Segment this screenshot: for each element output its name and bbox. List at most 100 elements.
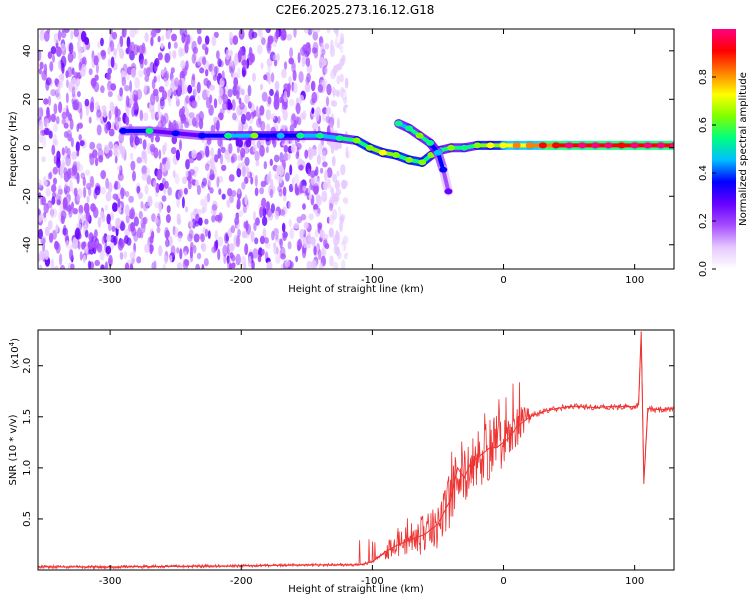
noise-speckle — [85, 211, 91, 222]
snr-y-tick-label: 1.5 — [22, 409, 33, 425]
noise-speckle — [76, 150, 80, 157]
noise-speckle — [287, 82, 291, 92]
spectrogram-y-ticks: -40 -20 0 20 40 — [22, 44, 674, 253]
noise-speckle — [96, 243, 103, 253]
noise-speckle — [217, 236, 224, 247]
noise-speckle — [211, 204, 218, 211]
noise-speckle — [269, 88, 274, 97]
spectrogram-x-axis-title: Height of straight line (km) — [288, 284, 424, 295]
noise-speckle — [108, 141, 113, 150]
noise-speckle — [295, 255, 298, 263]
noise-speckle — [138, 191, 142, 200]
noise-speckle — [313, 175, 318, 187]
colorbar-tick-label: 0.8 — [698, 69, 709, 85]
noise-speckle — [287, 241, 292, 250]
snr-frame — [37, 329, 675, 571]
noise-speckle — [288, 200, 292, 209]
noise-speckle — [302, 203, 306, 210]
noise-speckle — [339, 220, 343, 233]
noise-speckle — [201, 242, 207, 252]
snr-data-point — [483, 451, 485, 454]
noise-speckle — [311, 107, 315, 114]
noise-speckle — [107, 181, 113, 194]
noise-speckle — [262, 206, 267, 218]
noise-speckle — [196, 152, 203, 161]
noise-speckle — [292, 69, 297, 82]
noise-speckle — [337, 206, 341, 218]
noise-speckle — [256, 44, 263, 55]
noise-speckle — [123, 251, 128, 260]
noise-speckle — [265, 29, 270, 33]
spectrogram-y-tick-label: -20 — [22, 188, 33, 204]
main-trace-segment — [173, 131, 204, 138]
noise-speckle — [326, 83, 332, 96]
noise-speckle — [202, 177, 208, 187]
noise-speckle — [239, 102, 245, 110]
noise-speckle — [167, 89, 172, 97]
noise-speckle — [57, 185, 63, 197]
noise-speckle — [177, 231, 183, 239]
noise-speckle — [140, 217, 146, 229]
noise-speckle — [335, 188, 342, 196]
noise-speckle — [119, 48, 125, 59]
noise-speckle — [100, 37, 104, 47]
noise-speckle — [261, 197, 267, 209]
snr-data-point — [371, 561, 373, 563]
noise-speckle — [143, 112, 149, 122]
noise-speckle — [282, 186, 287, 197]
noise-speckle — [105, 191, 112, 202]
noise-speckle — [241, 181, 246, 190]
noise-speckle — [334, 179, 340, 190]
noise-speckle — [277, 116, 281, 124]
noise-speckle — [220, 153, 224, 165]
noise-speckle — [244, 243, 249, 256]
noise-speckle — [198, 150, 205, 159]
noise-speckle — [45, 79, 50, 91]
noise-speckle — [130, 160, 136, 171]
noise-speckle — [39, 195, 44, 206]
noise-speckle — [309, 170, 316, 178]
noise-speckle — [331, 100, 338, 107]
noise-speckle — [313, 245, 317, 256]
noise-speckle — [191, 179, 197, 186]
noise-speckle — [218, 188, 222, 196]
noise-speckle — [188, 169, 195, 176]
noise-speckle — [68, 133, 72, 142]
noise-speckle — [63, 167, 68, 176]
noise-speckle — [113, 183, 119, 190]
noise-speckle — [86, 195, 90, 204]
noise-speckle — [200, 233, 205, 243]
noise-speckle — [321, 42, 325, 53]
noise-speckle — [147, 197, 153, 207]
noise-speckle — [117, 182, 122, 190]
noise-speckle — [236, 146, 240, 154]
noise-speckle — [98, 155, 104, 163]
noise-speckle — [209, 187, 214, 194]
noise-speckle — [85, 107, 89, 116]
noise-speckle — [213, 98, 218, 109]
noise-speckle — [101, 236, 106, 245]
spectrogram-y-axis-title: Frequency (Hz) — [8, 111, 19, 187]
noise-speckle — [97, 41, 102, 48]
noise-speckle — [201, 264, 205, 269]
noise-speckle — [204, 35, 210, 45]
noise-speckle — [336, 117, 340, 129]
noise-speckle — [238, 97, 242, 105]
noise-speckle — [289, 124, 295, 133]
noise-speckle — [129, 41, 136, 53]
noise-speckle — [92, 149, 98, 159]
noise-speckle — [329, 45, 335, 58]
noise-speckle — [44, 226, 50, 237]
noise-speckle — [228, 59, 234, 67]
noise-speckle — [217, 58, 222, 68]
main-trace-point — [391, 152, 400, 159]
noise-speckle — [270, 113, 276, 121]
noise-speckle — [339, 73, 344, 83]
noise-speckle — [222, 94, 229, 104]
noise-speckle — [69, 249, 74, 261]
noise-speckle — [157, 111, 163, 119]
noise-speckle — [296, 216, 303, 224]
noise-speckle — [138, 210, 143, 220]
main-trace-point — [499, 142, 508, 149]
noise-speckle — [94, 229, 98, 239]
